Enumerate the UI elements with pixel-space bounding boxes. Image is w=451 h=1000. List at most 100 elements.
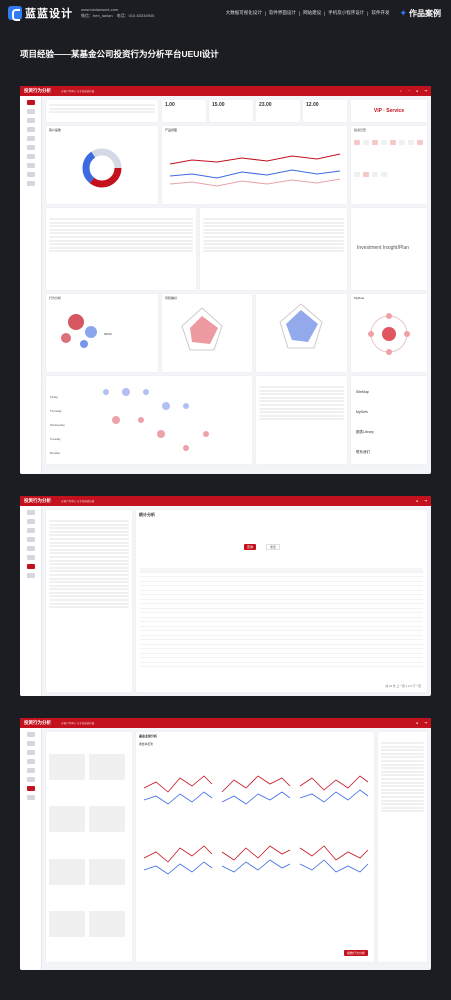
table-row[interactable] — [140, 582, 423, 586]
sidebar-item[interactable] — [26, 118, 35, 123]
investment-calendar-card: 投资日历 — [351, 126, 427, 204]
kpi-card: 15.00 — [209, 100, 253, 122]
sidebar-item[interactable] — [26, 759, 35, 764]
table-row[interactable] — [140, 609, 423, 613]
contact-link[interactable]: 联系我们 — [356, 450, 370, 454]
panel-title: 投资日历 — [354, 128, 367, 132]
sidebar-item[interactable] — [26, 136, 35, 141]
cases-link[interactable]: ✦ 作品案例 — [399, 8, 441, 19]
table-card — [256, 376, 347, 464]
sidebar-item[interactable] — [26, 537, 35, 542]
cases-icon: ✦ — [399, 7, 407, 18]
vip-service-card[interactable]: VIP · Service — [351, 100, 427, 122]
sidebar-item[interactable] — [26, 795, 35, 800]
table-row[interactable] — [140, 577, 423, 582]
table-row[interactable] — [140, 640, 423, 645]
avatar[interactable]: ● — [415, 499, 419, 503]
table-row[interactable] — [140, 613, 423, 618]
table-row[interactable] — [140, 654, 423, 658]
total-count: 09/09 — [104, 332, 112, 336]
nav-item[interactable]: 大数据可视化设计 — [225, 10, 262, 15]
sidebar-item[interactable] — [26, 163, 35, 168]
table-row[interactable] — [140, 586, 423, 591]
sidebar-item[interactable] — [26, 127, 35, 132]
sidebar-item[interactable] — [26, 528, 35, 533]
sidebar-item[interactable] — [26, 555, 35, 560]
table-row[interactable] — [140, 600, 423, 604]
nav-item[interactable]: 手机及小程序设计 — [328, 10, 365, 15]
sidebar-item[interactable] — [26, 786, 35, 791]
table-row[interactable] — [140, 595, 423, 600]
sidebar-item[interactable] — [26, 732, 35, 737]
table-row[interactable] — [140, 645, 423, 649]
filter-card — [46, 100, 158, 122]
chart-library-link[interactable]: 图表Library — [356, 430, 374, 434]
reset-button[interactable]: 重置 — [266, 544, 281, 550]
data-table — [140, 568, 423, 667]
table-row[interactable] — [140, 622, 423, 627]
sidebar-item[interactable] — [26, 573, 35, 578]
sidebar-item[interactable] — [26, 510, 35, 515]
table-row[interactable] — [140, 573, 423, 577]
dashboard-screenshot: 投资行为分析 以客户为中心 以专业创造价值 ⌕ ◔ ● ⇥ 1.00 15.00 23… — [20, 86, 431, 474]
avatar[interactable]: ● — [415, 721, 419, 725]
line-chart-grid — [143, 775, 369, 875]
table-row[interactable] — [140, 604, 423, 609]
sidebar-item[interactable] — [26, 750, 35, 755]
sidebar-item[interactable] — [26, 777, 35, 782]
avatar[interactable]: ● — [415, 89, 419, 93]
sidebar-item[interactable] — [26, 768, 35, 773]
contact-info: www.lanlanwork.com 微信：ben_lanlan 电话：010-… — [81, 7, 154, 19]
sidebar-item[interactable] — [26, 546, 35, 551]
table-row[interactable] — [140, 649, 423, 654]
nav-item[interactable]: 软件界面设计 — [268, 10, 296, 15]
nav-item[interactable]: 软件开发 — [371, 10, 390, 15]
tree-panel — [46, 510, 132, 692]
bell-icon[interactable]: ◔ — [407, 89, 410, 93]
table-row[interactable] — [140, 618, 423, 622]
mydefs-link[interactable]: MyDefs — [356, 410, 368, 414]
statistics-screenshot: 投资行为分析 以客户为中心 以专业创造价值 ● ⇥ 统计分析 查询 重置 — [20, 496, 431, 696]
sitemap-link[interactable]: SiteMap — [356, 390, 369, 394]
search-button[interactable]: 查询 — [244, 544, 257, 550]
sidebar-item[interactable] — [26, 154, 35, 159]
sidebar-item[interactable] — [26, 145, 35, 150]
table-row[interactable] — [140, 658, 423, 663]
panel-title: 行为分析 — [49, 296, 62, 300]
pagination[interactable]: 共 21 条 上一页 1 2 3 下一页 — [385, 684, 421, 688]
weekday-label: Thursday — [50, 409, 62, 413]
sidebar-item[interactable] — [26, 564, 35, 569]
panel-title: 客户画像 — [49, 128, 62, 132]
kpi-card: 12.00 — [303, 100, 347, 122]
sidebar-item[interactable] — [26, 109, 35, 114]
app-header: 投资行为分析 以客户为中心 以专业创造价值 ● ⇥ — [20, 496, 431, 506]
table-card — [46, 208, 196, 290]
table-row[interactable] — [140, 627, 423, 631]
shortcut-card: SiteMap MyDefs 图表Library 联系我们 — [351, 376, 427, 464]
table-row[interactable] — [140, 631, 423, 636]
stats-panel: 统计分析 查询 重置 共 21 条 上一页 1 — [136, 510, 427, 692]
logout-icon[interactable]: ⇥ — [424, 721, 427, 725]
kpi-value: 12.00 — [306, 102, 319, 108]
search-icon[interactable]: ⌕ — [399, 89, 402, 93]
app-title: 投资行为分析 — [24, 88, 51, 93]
brand-logo[interactable]: 蓝蓝设计 — [8, 5, 73, 21]
sidebar-item[interactable] — [26, 172, 35, 177]
sidebar-item[interactable] — [26, 741, 35, 746]
logout-icon[interactable]: ⇥ — [424, 89, 427, 93]
table-row[interactable] — [140, 636, 423, 640]
table-card — [200, 208, 347, 290]
index-analysis-tag[interactable]: 指数行为分析 — [343, 950, 368, 956]
nav-item[interactable]: 网站建设 — [303, 10, 322, 15]
insight-card[interactable]: Investment Insight/Plan — [351, 208, 427, 290]
logout-icon[interactable]: ⇥ — [424, 499, 427, 503]
table-row[interactable] — [140, 591, 423, 595]
sidebar-item[interactable] — [26, 100, 35, 105]
brand-url[interactable]: www.lanlanwork.com — [81, 7, 119, 12]
behavior-card: 行为分析 09/09 — [46, 294, 158, 372]
sidebar-item[interactable] — [26, 519, 35, 524]
table-row[interactable] — [140, 663, 423, 667]
chart-section-label: 收益率走势 — [139, 742, 153, 746]
sidebar-item[interactable] — [26, 181, 35, 186]
app-slogan: 以客户为中心 以专业创造价值 — [61, 722, 95, 725]
